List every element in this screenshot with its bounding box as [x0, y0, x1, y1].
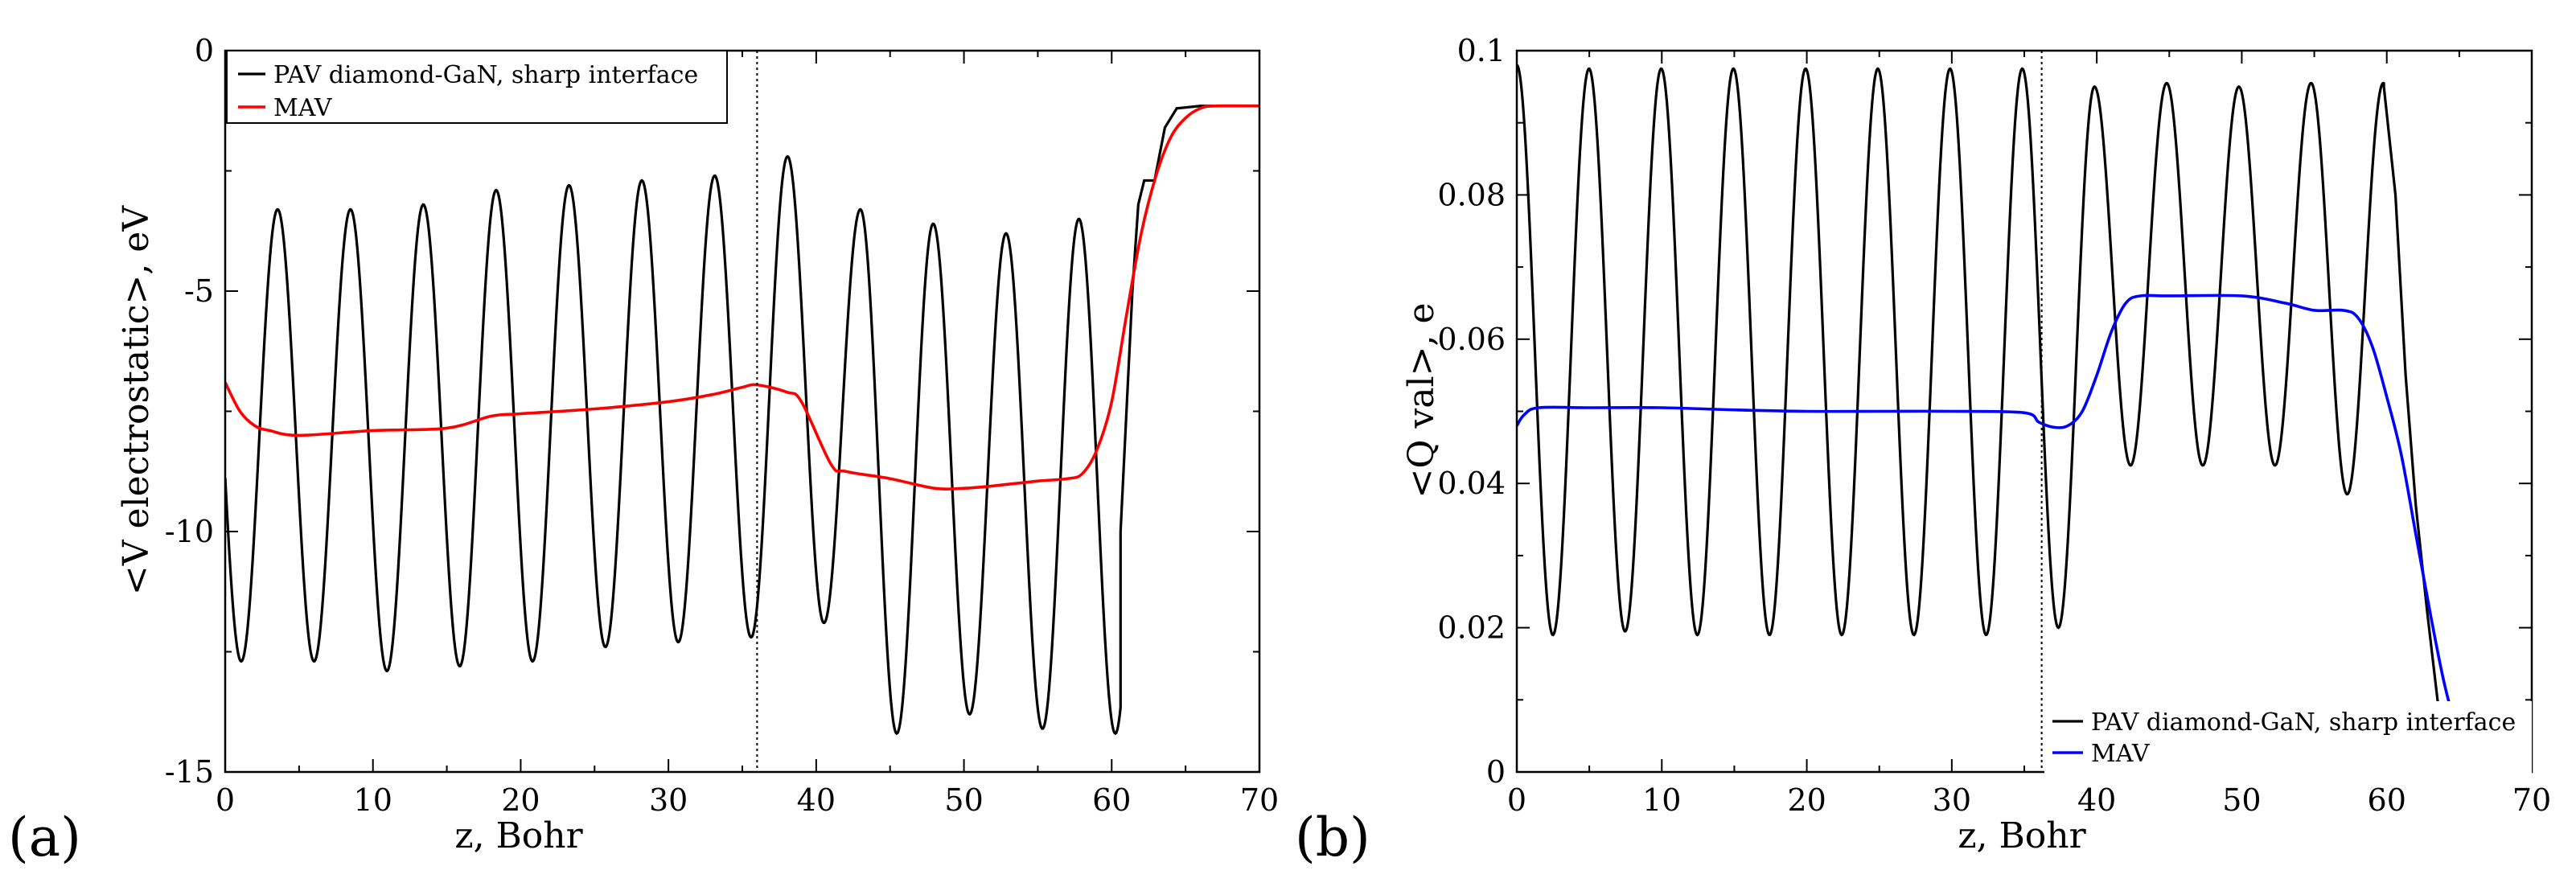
x-ticks-b: [1516, 51, 2533, 772]
y-tick-label: 0.08: [1437, 177, 1506, 212]
chart-panel-b: 0 10 20 30 40 50 60 70 0 0.02 0.04 0.06 0.08 0.1 PAV…: [1295, 33, 2551, 868]
legend-box-a: [226, 50, 728, 124]
x-tick-label: 40: [2077, 782, 2116, 818]
series-line-mav-b: [1517, 294, 2532, 772]
y-tick-label: -5: [184, 273, 214, 309]
legend-label-mav-a: MAV: [273, 94, 333, 122]
x-tick-label: 0: [216, 782, 235, 818]
y-tick-labels-a: 0 -5 -10 -15: [165, 33, 214, 790]
x-axis-title-a: z, Bohr: [454, 815, 583, 856]
series-line-pav-b: [1517, 64, 2532, 772]
x-tick-label: 70: [2512, 782, 2551, 818]
x-tick-label: 50: [944, 782, 983, 818]
legend-a: PAV diamond-GaN, sharp interface MAV: [226, 50, 728, 124]
y-axis-title-a: <V electrostatic>, eV: [116, 205, 157, 595]
x-ticks-a: [224, 51, 1260, 772]
x-tick-label: 50: [2222, 782, 2261, 818]
plot-frame-b: [1515, 49, 2533, 774]
y-tick-label: 0.1: [1457, 33, 1506, 68]
panel-label-a: (a): [8, 807, 81, 868]
x-tick-label: 30: [1933, 782, 1971, 818]
x-tick-label: 60: [1092, 782, 1131, 818]
y-tick-label: -15: [165, 754, 214, 790]
x-tick-label: 10: [1642, 782, 1681, 818]
legend-b: PAV diamond-GaN, sharp interface MAV: [2044, 701, 2532, 774]
chart-panel-a: 0 10 20 30 40 50 60 70 0 -5 -10 -15 PAV diamond-Ga…: [8, 33, 1279, 868]
y-tick-label: 0.02: [1437, 610, 1506, 646]
x-tick-label: 20: [501, 782, 540, 818]
x-tick-label: 30: [649, 782, 688, 818]
x-tick-label: 10: [354, 782, 392, 818]
panel-label-b: (b): [1295, 807, 1370, 868]
y-tick-label: 0.06: [1437, 322, 1506, 357]
y-ticks-a: [225, 50, 1259, 773]
y-axis-title-b: <Q val>, e: [1401, 303, 1442, 499]
x-tick-labels-a: 0 10 20 30 40 50 60 70: [216, 782, 1279, 818]
y-tick-label: -10: [165, 514, 214, 549]
legend-box-b: [2044, 701, 2532, 774]
legend-label-mav-b: MAV: [2091, 740, 2151, 768]
x-axis-title-b: z, Bohr: [1958, 815, 2086, 856]
plot-area-b: [1517, 64, 2532, 772]
x-tick-label: 60: [2368, 782, 2406, 818]
series-line-mav-a: [225, 104, 1259, 491]
x-tick-labels-b: 0 10 20 30 40 50 60 70: [1507, 782, 2551, 818]
y-tick-label: 0: [195, 33, 214, 68]
x-tick-label: 0: [1507, 782, 1526, 818]
x-tick-label: 70: [1240, 782, 1279, 818]
x-tick-label: 40: [797, 782, 836, 818]
series-line-pav-a: [225, 105, 1259, 736]
y-tick-labels-b: 0 0.02 0.04 0.06 0.08 0.1: [1437, 33, 1506, 790]
legend-label-pav-b: PAV diamond-GaN, sharp interface: [2091, 708, 2516, 737]
legend-label-pav-a: PAV diamond-GaN, sharp interface: [273, 61, 698, 89]
plot-area-a: [225, 104, 1259, 736]
y-tick-label: 0.04: [1437, 466, 1506, 501]
plot-frame-a: [224, 49, 1261, 774]
x-tick-label: 20: [1787, 782, 1826, 818]
y-tick-label: 0: [1486, 754, 1506, 790]
